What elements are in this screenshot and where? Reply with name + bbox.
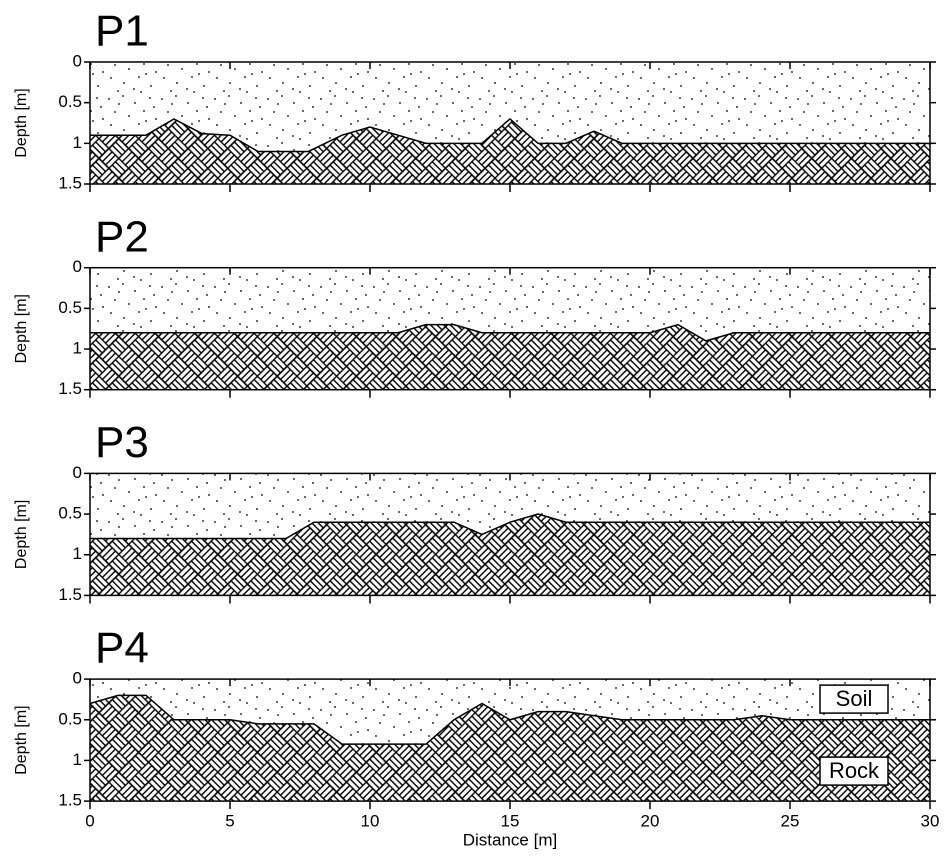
panel: P2 Depth [m] 0 0.5 1 1.5 [13,212,936,398]
legend-box [819,684,889,714]
y-tick-label: 1 [73,133,82,152]
y-tick-label: 1 [73,750,82,769]
panel: P1 Depth [m] 0 0.5 1 1.5 [13,7,936,192]
x-tick-label: 15 [501,812,520,831]
y-tick-label: 1 [73,544,82,563]
legend-box [819,756,889,786]
y-tick-label: 1.5 [58,791,82,810]
x-tick-label: 5 [225,812,234,831]
panel: P3 Depth [m] 0 0.5 1 1.5 [13,418,936,604]
y-tick-label: 1 [73,339,82,358]
legend-label: Soil [836,686,873,711]
y-tick-label: 0.5 [58,298,82,317]
rock-layer [90,695,930,802]
x-tick-label: 25 [781,812,800,831]
y-tick-label: 0.5 [58,504,82,523]
boundary-line [90,117,930,153]
x-tick-label: 0 [85,812,94,831]
y-axis-label: Depth [m] [13,500,30,569]
boundary-line [90,513,930,540]
panel-title: P4 [95,624,149,673]
panel-title: P1 [95,7,149,56]
y-tick-label: 1.5 [58,379,82,398]
x-tick-label: 10 [361,812,380,831]
panel-title: P3 [95,418,149,467]
y-tick-label: 1.5 [58,585,82,604]
y-tick-label: 1.5 [58,173,82,192]
rock-layer [90,514,930,596]
y-tick-label: 0 [73,669,82,688]
y-tick-label: 0 [73,51,82,70]
y-tick-label: 0.5 [58,92,82,111]
x-tick-label: 20 [641,812,660,831]
legend-label: Rock [829,758,880,783]
y-axis-label: Depth [m] [13,88,30,157]
boundary-line [90,323,930,342]
y-axis-label: Depth [m] [13,294,30,363]
y-tick-label: 0 [73,257,82,276]
rock-layer [90,324,930,390]
y-axis-label: Depth [m] [13,705,30,774]
y-tick-label: 0.5 [58,709,82,728]
panel-title: P2 [95,212,149,261]
rock-layer [90,118,930,184]
y-tick-label: 0 [73,463,82,482]
boundary-line [89,694,930,745]
x-axis-label: Distance [m] [463,831,557,850]
x-tick-label: 30 [921,812,940,831]
